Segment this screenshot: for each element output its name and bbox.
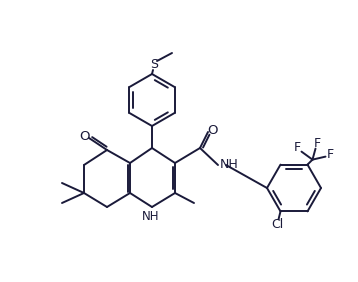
- Text: O: O: [208, 124, 218, 138]
- Text: O: O: [79, 131, 89, 144]
- Text: F: F: [327, 148, 334, 161]
- Text: NH: NH: [220, 158, 239, 171]
- Text: S: S: [150, 58, 158, 72]
- Text: F: F: [314, 137, 321, 150]
- Text: Cl: Cl: [271, 218, 284, 231]
- Text: F: F: [294, 141, 301, 154]
- Text: NH: NH: [142, 210, 160, 222]
